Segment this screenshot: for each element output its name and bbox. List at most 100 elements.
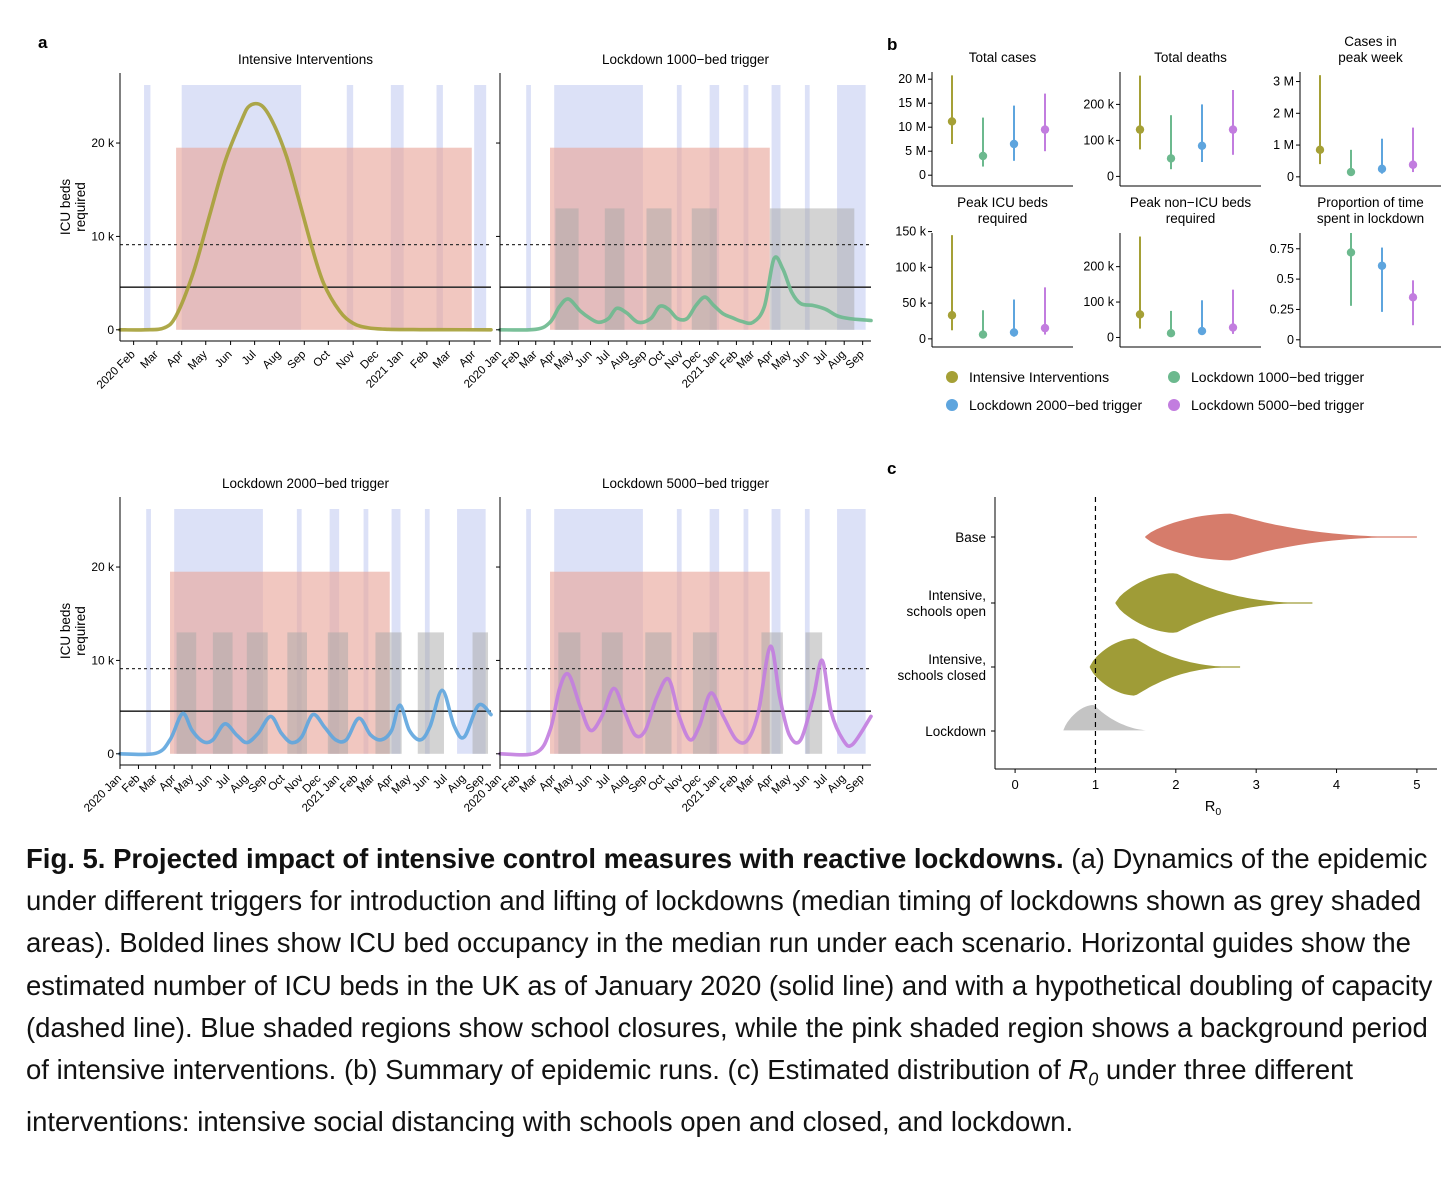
school-closure-shade: [526, 85, 531, 330]
category-label: schools closed: [897, 668, 986, 683]
lockdown-shade: [176, 632, 197, 754]
r0-violin: [1089, 638, 1241, 696]
legend-marker: [946, 399, 958, 411]
subplot-title: Lockdown 2000−bed trigger: [222, 476, 390, 491]
subplot-title: Peak non−ICU beds: [1130, 195, 1251, 210]
median-point: [1377, 164, 1387, 174]
median-point: [1346, 167, 1356, 177]
x-tick-label: Mar: [735, 773, 758, 796]
y-tick-label: 50 k: [902, 296, 926, 310]
x-tick-label: May: [552, 348, 576, 372]
y-tick-label: 15 M: [898, 96, 926, 110]
school-closure-shade: [146, 509, 151, 754]
x-tick-label: Aug: [445, 773, 468, 796]
lockdown-shade: [327, 632, 349, 754]
r0-violin: [1145, 513, 1417, 561]
school-closure-shade: [804, 509, 810, 754]
subplot-title: required: [1166, 211, 1216, 226]
lockdown-shade: [287, 632, 307, 754]
y-tick-label: 200 k: [1083, 97, 1114, 111]
median-point: [1315, 145, 1325, 155]
school-closure-shade: [144, 85, 151, 330]
x-tick-label: Jul: [240, 349, 259, 368]
legend-label: Lockdown 2000−bed trigger: [969, 397, 1143, 413]
x-tick-label: Mar: [138, 349, 161, 372]
intensive-period-shade: [170, 571, 390, 754]
median-run-line: [498, 644, 873, 757]
x-tick-label: Apr: [457, 349, 478, 370]
y-tick-label: 5 M: [905, 144, 926, 158]
lockdown-shade: [558, 632, 581, 754]
median-point: [1228, 323, 1238, 332]
x-tick-label: Mar: [137, 773, 160, 796]
y-tick-label: 0: [1107, 169, 1114, 183]
x-tick-label: Nov: [334, 348, 357, 371]
r0-violin: [1115, 573, 1313, 633]
subplot-title: Cases in: [1344, 34, 1397, 49]
x-tick-label: Mar: [517, 773, 540, 796]
caption-end: under three different interventions: int…: [26, 1054, 1354, 1137]
y-tick-label: 10 M: [898, 120, 926, 134]
y-tick-label: 150 k: [895, 225, 926, 239]
y-tick-label: 100 k: [895, 260, 926, 274]
median-point: [1009, 328, 1019, 337]
x-tick-label: Jun: [213, 349, 235, 371]
x-tick-label: Jun: [790, 773, 812, 795]
median-point: [1135, 310, 1145, 319]
school-closure-shade: [391, 509, 401, 754]
category-label: schools open: [906, 604, 986, 619]
panel-b-summary: 0 5 M 10 M 15 M 20 M Total cases 0 100 k 200 k To…: [895, 34, 1441, 413]
y-tick-label: 0.25: [1270, 302, 1294, 316]
x-tick-label: Jun: [573, 773, 595, 795]
y-tick-label: 0: [1107, 330, 1114, 344]
x-tick-label: Aug: [825, 349, 848, 372]
category-label: Intensive,: [928, 652, 986, 667]
y-tick-label: 100 k: [1083, 295, 1114, 309]
x-tick-label: Aug: [228, 773, 251, 796]
lockdown-shade: [646, 208, 672, 330]
subplot-title: Intensive Interventions: [238, 52, 373, 67]
legend-label: Lockdown 1000−bed trigger: [1191, 369, 1365, 385]
category-label: Lockdown: [925, 724, 986, 739]
x-tick-label: Mar: [517, 349, 540, 372]
r0-violin: [1063, 705, 1158, 731]
x-tick-label: May: [186, 348, 210, 372]
median-point: [1009, 139, 1019, 149]
y-tick-label: 0.75: [1270, 242, 1294, 256]
subplot-title: peak week: [1338, 50, 1403, 65]
median-run-line: [118, 688, 493, 757]
caption-body: (a) Dynamics of the epidemic under diffe…: [26, 843, 1433, 1086]
x-tick-label: May: [390, 772, 414, 796]
y-tick-label: 20 k: [91, 136, 115, 150]
y-tick-label: 0: [919, 168, 926, 182]
summary-subplot-2: 0 100 k 200 k Total deaths: [1083, 50, 1261, 187]
x-tick-label: Aug: [261, 349, 284, 372]
lockdown-shade: [604, 208, 625, 330]
y-tick-label: 0: [107, 747, 114, 761]
school-closure-shade: [771, 85, 781, 330]
median-run-line: [498, 255, 873, 332]
subplot-title: Proportion of time: [1317, 195, 1424, 210]
x-tick-label: 2: [1172, 777, 1179, 792]
x-tick-label: Jun: [790, 349, 812, 371]
x-tick-label: Feb: [409, 349, 432, 372]
x-tick-label: Mar: [431, 349, 454, 372]
school-closure-shade: [804, 85, 810, 330]
panel-label-a: a: [38, 33, 48, 52]
school-closure-shade: [424, 509, 430, 754]
y-tick-label: 0: [1287, 170, 1294, 184]
subplot-title: required: [978, 211, 1028, 226]
school-closure-shade: [526, 509, 531, 754]
x-tick-label: Aug: [608, 773, 631, 796]
x-tick-label: 2020 Feb: [95, 349, 138, 392]
median-point: [1377, 261, 1387, 270]
median-point: [1166, 329, 1176, 338]
x-tick-label: Sep: [844, 349, 867, 372]
x-tick-label: Jun: [573, 349, 595, 371]
y-tick-label: 100 k: [1083, 133, 1114, 147]
